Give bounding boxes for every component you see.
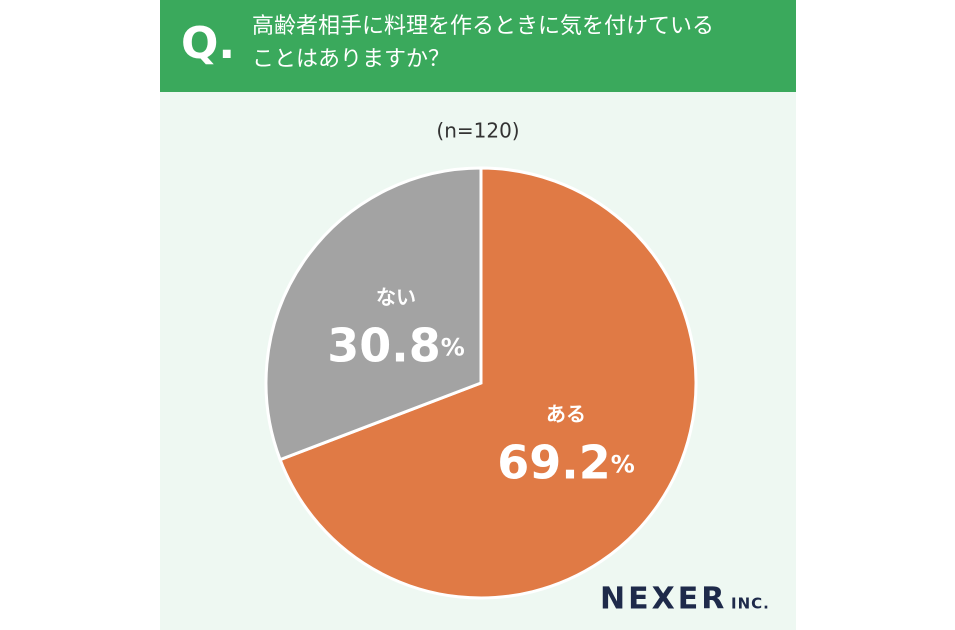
brand-suffix: INC. — [731, 595, 770, 613]
sample-note: (n=120) — [436, 119, 519, 143]
slice-value-label: 69.2% — [497, 435, 635, 489]
slice-value-label: 30.8% — [327, 318, 465, 372]
title-line: 高齢者相手に料理を作るときに気を付けている — [252, 14, 714, 39]
pie-slice — [264, 166, 483, 462]
pie: ある 69.2% ない 30.8% — [264, 166, 698, 600]
slice-category: ある — [546, 402, 586, 426]
slice-category: ない — [376, 285, 416, 309]
title-line: ことはありますか？ — [252, 47, 450, 72]
question-mark: Q. — [181, 18, 235, 69]
brand: NEXER — [600, 582, 727, 617]
header — [160, 0, 796, 92]
pie-slice — [278, 166, 698, 600]
